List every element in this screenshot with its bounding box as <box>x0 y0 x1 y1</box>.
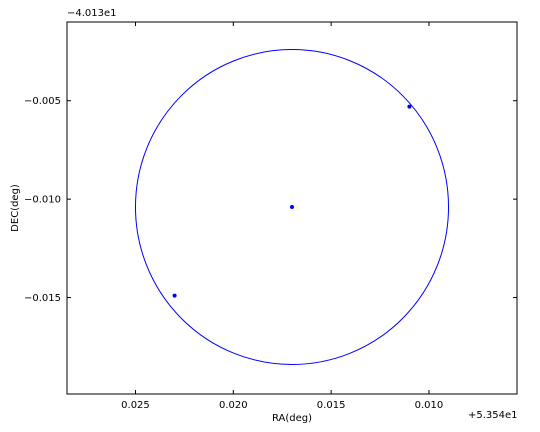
x-tick-label: 0.025 <box>121 400 150 411</box>
radius-circle <box>134 49 450 365</box>
y-tick-label: −0.005 <box>24 96 61 107</box>
y-tick-label: −0.010 <box>24 195 61 206</box>
y-offset-label: −4.013e1 <box>67 8 117 19</box>
y-tick-label: −0.015 <box>24 293 61 304</box>
x-tick-label: 0.010 <box>415 400 444 411</box>
data-point <box>290 205 294 210</box>
x-tick-label: 0.015 <box>317 400 346 411</box>
data-point <box>407 104 412 109</box>
y-axis-label: DEC(deg) <box>10 184 21 232</box>
x-offset-label: +5.354e1 <box>468 410 518 421</box>
x-tick-label: 0.020 <box>219 400 248 411</box>
data-point <box>172 293 177 298</box>
x-axis-label: RA(deg) <box>272 413 312 424</box>
